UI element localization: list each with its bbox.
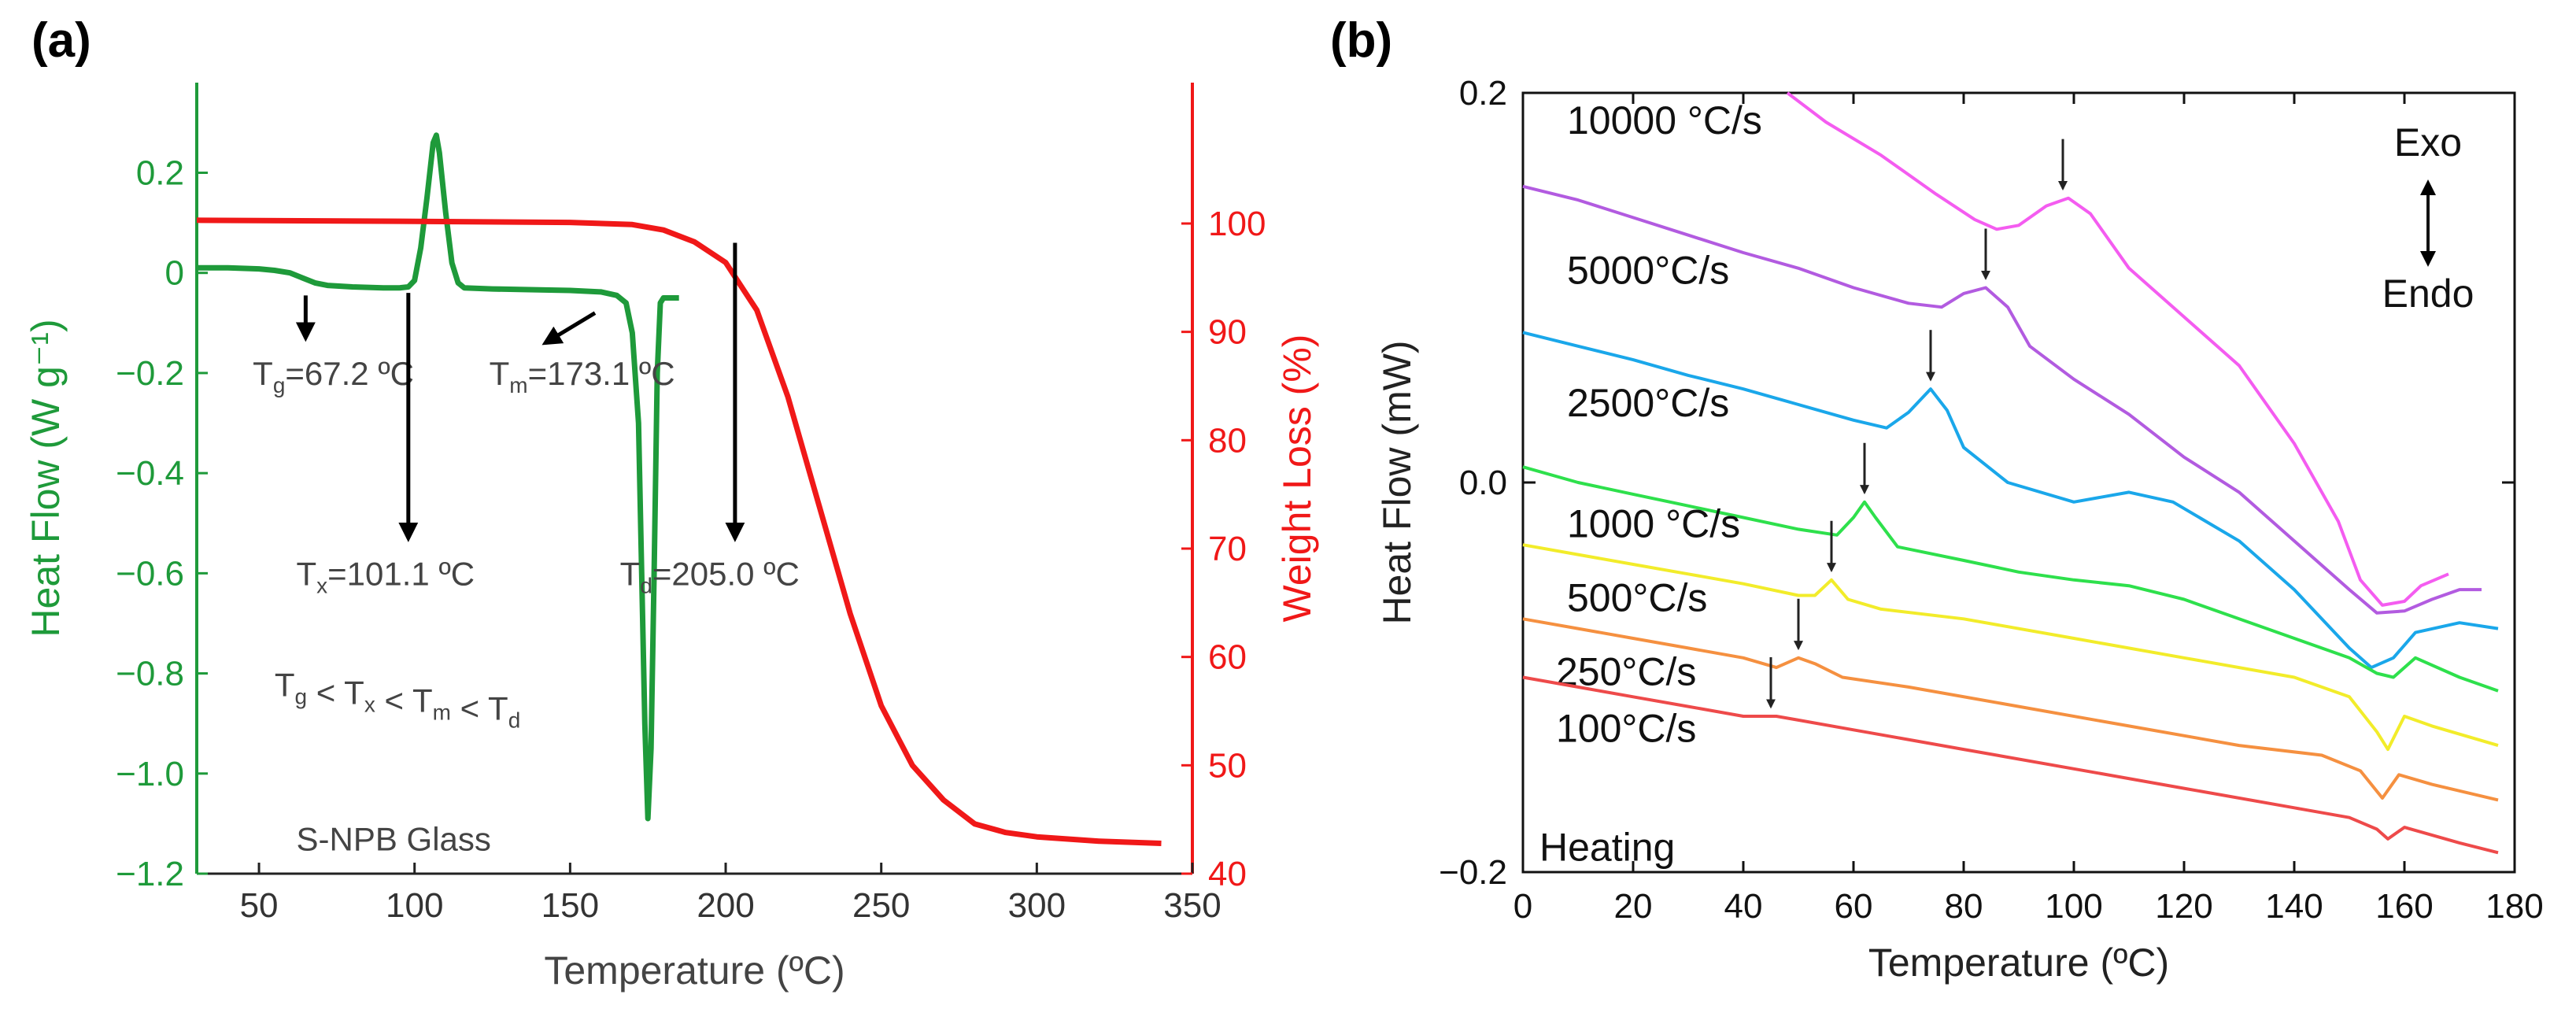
y-right-tick-label-a: 70	[1208, 530, 1247, 568]
y-left-tick-label-a: −1.0	[116, 755, 184, 793]
series-label: 1000 °C/s	[1567, 501, 1740, 545]
y-axis-title-right-a: Weight Loss (%)	[1275, 335, 1319, 623]
panel-b: (b) 0 20 40 60 80 100 120 140 160 180 0.2 0.0 −0.2 Tem…	[1330, 13, 2544, 985]
x-tick-label-b: 120	[2155, 887, 2212, 926]
x-tick-label-b: 160	[2375, 887, 2433, 926]
x-tick-label-a: 150	[541, 886, 599, 925]
y-tick-label-b: −0.2	[1439, 853, 1507, 892]
panel-label-a: (a)	[31, 13, 91, 68]
series-line-4	[1522, 543, 2499, 752]
annotation-label: Td=205.0 ºC	[620, 555, 800, 597]
y-right-tick-label-a: 90	[1208, 313, 1247, 352]
y-axis-title-b: Heat Flow (mW)	[1375, 340, 1419, 624]
annotation-symbol: T	[344, 675, 364, 712]
annotation-symbol: T	[412, 682, 433, 719]
annotation-symbol: T	[253, 355, 273, 392]
series-label: 100°C/s	[1556, 706, 1696, 750]
annotation-subscript: g	[294, 685, 307, 709]
y-tick-label-b: 0.0	[1459, 464, 1507, 502]
x-tick-label-b: 40	[1724, 887, 1763, 926]
sample-label: S-NPB Glass	[297, 820, 491, 857]
y-axis-title-left-a: Heat Flow (W g⁻¹)	[24, 319, 68, 637]
annotation-label: Tx=101.1 ºC	[297, 555, 475, 597]
series-line-weight-loss	[196, 217, 1162, 846]
exo-label: Exo	[2394, 120, 2462, 165]
annotation-value: =173.1 ºC	[528, 355, 675, 392]
y-right-tick-label-a: 100	[1208, 205, 1266, 243]
annotation-subscript: g	[273, 373, 286, 397]
x-tick-label-b: 20	[1614, 887, 1653, 926]
y-left-tick-label-a: −0.2	[116, 354, 184, 393]
series-label: 500°C/s	[1567, 576, 1707, 620]
series-line-5	[1522, 617, 2499, 802]
annotation-subscript: x	[316, 573, 327, 597]
y-right-tick-label-a: 60	[1208, 638, 1247, 677]
annotation-symbol: T	[275, 667, 295, 704]
series-line-0	[1786, 91, 2449, 607]
series-line-heat-flow	[197, 132, 679, 822]
y-right-tick-label-a: 80	[1208, 421, 1247, 460]
annotation-value: =205.0 ºC	[652, 555, 800, 592]
annotation-operator: <	[307, 675, 344, 712]
annotation-subscript: d	[508, 708, 521, 733]
annotation-symbol: T	[620, 555, 641, 592]
y-left-tick-label-a: 0.2	[136, 153, 184, 192]
annotation-symbol: T	[488, 690, 508, 727]
y-right-tick-label-a: 50	[1208, 746, 1247, 785]
annotation-value: =101.1 ºC	[327, 555, 475, 592]
x-tick-label-a: 300	[1008, 886, 1066, 925]
annotation-subscript: d	[640, 573, 652, 597]
x-tick-label-b: 140	[2265, 887, 2323, 926]
annotation-subscript: m	[433, 701, 451, 725]
x-tick-label-a: 350	[1163, 886, 1221, 925]
series-label: 5000°C/s	[1567, 249, 1729, 293]
x-tick-label-a: 100	[386, 886, 443, 925]
x-tick-label-a: 200	[697, 886, 754, 925]
annotation-arrow	[541, 311, 597, 346]
x-tick-label-b: 80	[1945, 887, 1983, 926]
annotation-subscript: m	[509, 373, 527, 397]
annotation-operator: <	[375, 682, 412, 719]
endo-label: Endo	[2382, 272, 2474, 316]
panel-a: (a) 50 100 150 200 250 300 350 0.2 0 −0.2 −0.4 −0.6 −…	[24, 13, 1319, 993]
x-tick-label-b: 0	[1513, 887, 1532, 926]
x-tick-label-b: 180	[2485, 887, 2543, 926]
x-axis-title-b: Temperature (ºC)	[1868, 941, 2169, 985]
annotation-symbol: T	[297, 555, 317, 592]
heating-label: Heating	[1539, 825, 1675, 869]
annotation-value: =67.2 ºC	[285, 355, 414, 392]
y-left-tick-label-a: 0	[165, 254, 184, 293]
series-label: 10000 °C/s	[1567, 98, 1762, 142]
x-axis-title-a: Temperature (ºC)	[544, 948, 844, 993]
annotation-subscript: x	[364, 693, 375, 717]
y-left-tick-label-a: −1.2	[116, 855, 184, 893]
y-left-tick-label-a: −0.8	[116, 655, 184, 693]
series-line-2	[1522, 331, 2499, 670]
x-tick-label-b: 60	[1835, 887, 1873, 926]
series-line-6	[1522, 675, 2499, 855]
plot-frame-b	[1521, 91, 2516, 874]
series-line-3	[1522, 465, 2499, 693]
y-left-tick-label-a: −0.4	[116, 454, 184, 493]
x-tick-label-b: 100	[2045, 887, 2102, 926]
annotation-symbol: T	[490, 355, 510, 392]
inequality-label: Tg < Tx < Tm < Td	[275, 667, 520, 733]
y-tick-label-b: 0.2	[1459, 74, 1507, 113]
annotation-operator: <	[451, 690, 488, 727]
annotation-label: Tg=67.2 ºC	[253, 355, 414, 397]
panel-label-b: (b)	[1330, 13, 1392, 68]
y-left-tick-label-a: −0.6	[116, 554, 184, 593]
series-line-1	[1522, 184, 2482, 615]
annotation-label: Tm=173.1 ºC	[490, 355, 675, 397]
x-tick-label-a: 50	[240, 886, 279, 925]
x-tick-label-a: 250	[852, 886, 910, 925]
y-right-tick-label-a: 40	[1208, 855, 1247, 893]
series-label: 2500°C/s	[1567, 381, 1729, 425]
